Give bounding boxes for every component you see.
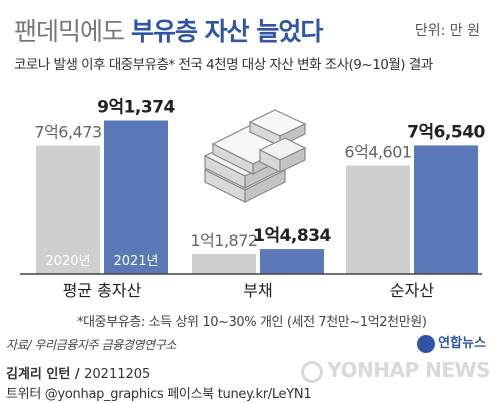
bar-2021-0 bbox=[104, 120, 168, 275]
brand-name: 연합뉴스 bbox=[438, 336, 486, 351]
credit: 김계리 인턴 / 20211205 bbox=[6, 367, 151, 382]
money-stack-icon bbox=[203, 109, 307, 203]
value-label-2021-0: 9억1,374 bbox=[97, 97, 175, 117]
legend-label-2021: 2021년 bbox=[113, 254, 158, 269]
bar-2020-0 bbox=[36, 145, 100, 274]
brand-logo: 연합뉴스 bbox=[417, 332, 486, 353]
yonhap-watermark-icon bbox=[301, 360, 324, 383]
bar-2020-2 bbox=[346, 165, 410, 274]
title-light: 팬데믹에도 bbox=[14, 17, 131, 46]
category-label-1: 부채 bbox=[243, 281, 272, 300]
value-label-2020-0: 7억6,473 bbox=[34, 123, 101, 142]
yonhap-logo-icon bbox=[417, 334, 436, 353]
watermark: YONHAP NEWS bbox=[301, 358, 490, 383]
category-label-0: 평균 총자산 bbox=[63, 281, 142, 300]
bar-2021-2 bbox=[414, 145, 478, 274]
social-links: 트위터 @yonhap_graphics 페이스북 tuney.kr/LeYN1 bbox=[6, 387, 312, 402]
bar-2020-1 bbox=[192, 254, 256, 274]
footnote: *대중부유층: 소득 상위 10~30% 개인 (세전 7천만~1억2천만원) bbox=[77, 315, 427, 330]
value-label-2020-2: 6억4,601 bbox=[344, 142, 411, 161]
unit-label: 단위: 만 원 bbox=[414, 23, 480, 39]
legend-label-2020: 2020년 bbox=[45, 254, 90, 269]
source: 자료/ 우리금융지주 금융경영연구소 bbox=[6, 338, 177, 352]
title-bold: 부유층 자산 늘었다 bbox=[130, 17, 323, 46]
watermark-text: YONHAP NEWS bbox=[327, 358, 490, 382]
bar-2021-1 bbox=[260, 249, 324, 274]
category-label-2: 순자산 bbox=[390, 281, 434, 300]
page-title: 팬데믹에도 부유층 자산 늘었다 bbox=[14, 12, 323, 48]
subtitle: 코로나 발생 이후 대중부유층* 전국 4천명 대상 자산 변화 조사(9~10… bbox=[14, 57, 433, 73]
value-label-2020-1: 1억1,872 bbox=[190, 231, 257, 250]
credit-author: 김계리 인턴 bbox=[6, 367, 71, 382]
value-label-2021-2: 7억6,540 bbox=[407, 122, 485, 142]
credit-date: 20211205 bbox=[84, 367, 151, 382]
value-label-2021-1: 1억4,834 bbox=[253, 226, 331, 246]
